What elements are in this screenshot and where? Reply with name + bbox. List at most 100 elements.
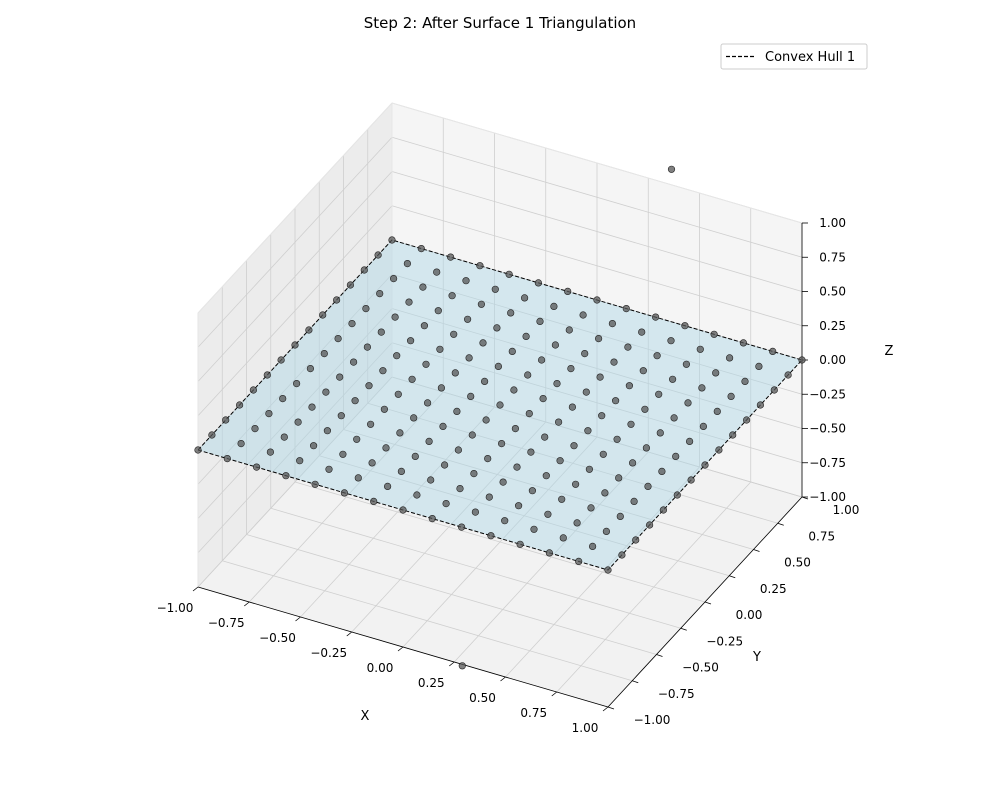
- surface-point: [397, 467, 406, 476]
- surface-point: [556, 457, 564, 465]
- surface-point: [508, 347, 516, 356]
- surface-point: [568, 403, 577, 411]
- surface-point: [339, 450, 347, 458]
- gridlines: [197, 102, 803, 708]
- surface-point: [410, 414, 418, 422]
- surface-point: [194, 446, 202, 454]
- surface-point: [237, 440, 245, 448]
- z-tick-label: −0.75: [809, 456, 846, 470]
- surface-point: [439, 422, 447, 431]
- surface-point: [653, 352, 661, 360]
- surface-point: [579, 311, 587, 319]
- y-tick-label: −0.75: [658, 687, 695, 701]
- surface-point: [368, 459, 376, 467]
- surface-point: [442, 500, 450, 508]
- surface-point: [527, 448, 535, 456]
- surface-point: [291, 341, 299, 349]
- surface-point: [594, 335, 603, 343]
- surface-point: [681, 322, 689, 330]
- surface-point: [725, 354, 734, 362]
- surface-point: [598, 412, 606, 420]
- surface-point: [422, 360, 430, 368]
- z-tick-label: 0.50: [819, 285, 846, 299]
- surface-point: [277, 356, 285, 364]
- surface-point: [641, 405, 649, 413]
- surface-point: [673, 491, 681, 499]
- surface-point: [491, 285, 499, 293]
- convex-hull-outline: [197, 239, 803, 571]
- surface-point: [584, 427, 592, 435]
- surface-point: [565, 326, 573, 334]
- surface-point: [468, 431, 476, 439]
- y-tick-mark: [656, 654, 663, 657]
- surface-point: [645, 521, 654, 529]
- z-tick-label: −0.50: [809, 422, 846, 436]
- surface-point: [296, 457, 304, 465]
- x-tick-label: −0.75: [208, 616, 245, 630]
- surface-point: [610, 358, 618, 366]
- surface-point: [454, 446, 463, 454]
- surface-point: [391, 313, 399, 321]
- surface-point: [311, 480, 319, 488]
- y-tick-mark: [680, 627, 687, 631]
- surface-point: [448, 292, 456, 300]
- z-tick-label: −0.25: [809, 387, 846, 401]
- surface-point: [554, 418, 563, 426]
- z-axis-label: Z: [885, 344, 894, 359]
- outlier-point: [667, 165, 676, 173]
- surface-point: [437, 384, 446, 392]
- surface-point: [419, 283, 427, 291]
- surface-point: [319, 311, 327, 319]
- surface-point: [537, 356, 546, 364]
- y-tick-label: 0.50: [784, 556, 811, 570]
- z-tick-label: −1.00: [809, 490, 846, 504]
- surface-point: [477, 300, 486, 308]
- surface-point: [407, 337, 415, 345]
- surface-point: [642, 444, 651, 452]
- surface-point: [427, 476, 435, 484]
- y-tick-label: 0.75: [808, 529, 835, 543]
- x-tick-mark: [295, 616, 301, 622]
- surface-point: [310, 442, 318, 450]
- points-layer: [194, 165, 806, 670]
- surface-point: [507, 309, 515, 317]
- surface-point: [494, 362, 503, 371]
- surface-point: [453, 407, 461, 416]
- surface-point: [602, 527, 611, 536]
- x-tick-label: −0.25: [310, 646, 347, 660]
- surface-point: [582, 388, 590, 396]
- surface-point: [756, 401, 765, 409]
- surface-point: [516, 540, 524, 548]
- surface-point: [701, 461, 709, 469]
- surface-point: [729, 431, 737, 439]
- surface-point: [558, 495, 566, 503]
- surface-point: [684, 399, 692, 407]
- surface-point: [334, 335, 342, 343]
- surface-point: [390, 275, 398, 283]
- gridline-back-z: [391, 136, 803, 258]
- gridline-floor-y: [343, 429, 754, 550]
- surface-point: [622, 305, 630, 313]
- pane-edge: [197, 102, 393, 314]
- surface-point: [611, 397, 620, 405]
- z-tick-label: 0.25: [819, 319, 846, 333]
- surface-point: [593, 296, 601, 304]
- surface-point: [651, 313, 660, 321]
- x-tick-mark: [192, 586, 199, 592]
- surface-point: [667, 337, 675, 345]
- surface-point: [253, 463, 261, 471]
- surface-point: [545, 549, 554, 557]
- surface-point: [638, 328, 646, 336]
- surface-point: [525, 410, 533, 418]
- surface-point: [382, 444, 390, 452]
- surface-point: [465, 354, 473, 362]
- x-tick-mark: [551, 691, 557, 697]
- surface-point: [323, 427, 332, 435]
- surface-point: [573, 519, 581, 527]
- surface-point: [496, 401, 504, 409]
- surface-point: [485, 493, 493, 501]
- x-tick-label: 0.50: [469, 691, 496, 705]
- surface-point: [458, 523, 466, 531]
- chart-title: Step 2: After Surface 1 Triangulation: [364, 14, 636, 32]
- surface-point: [377, 328, 385, 336]
